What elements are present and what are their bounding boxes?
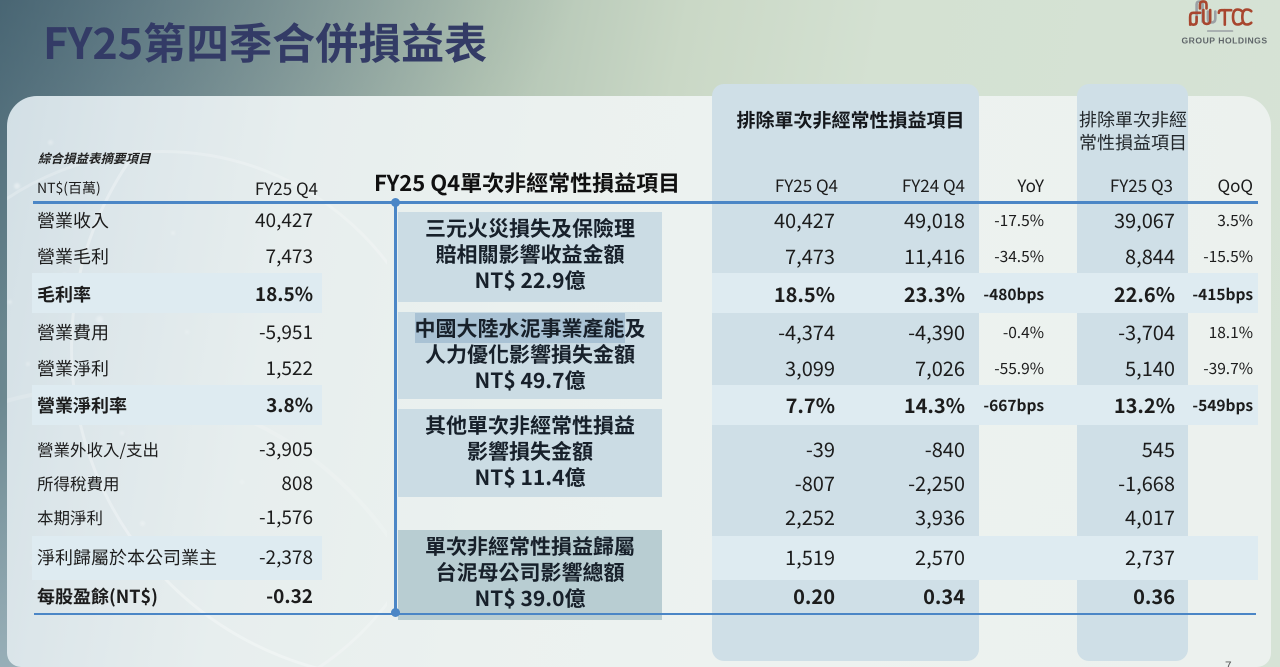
svg-text:GROUP HOLDINGS: GROUP HOLDINGS bbox=[1182, 36, 1268, 46]
